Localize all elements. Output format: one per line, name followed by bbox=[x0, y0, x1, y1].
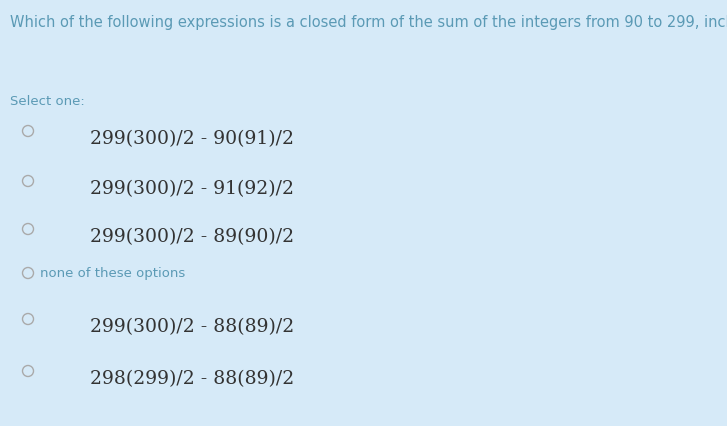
Text: none of these options: none of these options bbox=[40, 267, 185, 280]
Text: 299(300)/2 - 89(90)/2: 299(300)/2 - 89(90)/2 bbox=[90, 227, 294, 245]
Text: 299(300)/2 - 91(92)/2: 299(300)/2 - 91(92)/2 bbox=[90, 180, 294, 198]
Text: 299(300)/2 - 90(91)/2: 299(300)/2 - 90(91)/2 bbox=[90, 130, 294, 148]
Text: Which of the following expressions is a closed form of the sum of the integers f: Which of the following expressions is a … bbox=[10, 15, 727, 30]
Text: 299(300)/2 - 88(89)/2: 299(300)/2 - 88(89)/2 bbox=[90, 317, 294, 335]
Text: 298(299)/2 - 88(89)/2: 298(299)/2 - 88(89)/2 bbox=[90, 369, 294, 387]
Text: Select one:: Select one: bbox=[10, 95, 85, 108]
